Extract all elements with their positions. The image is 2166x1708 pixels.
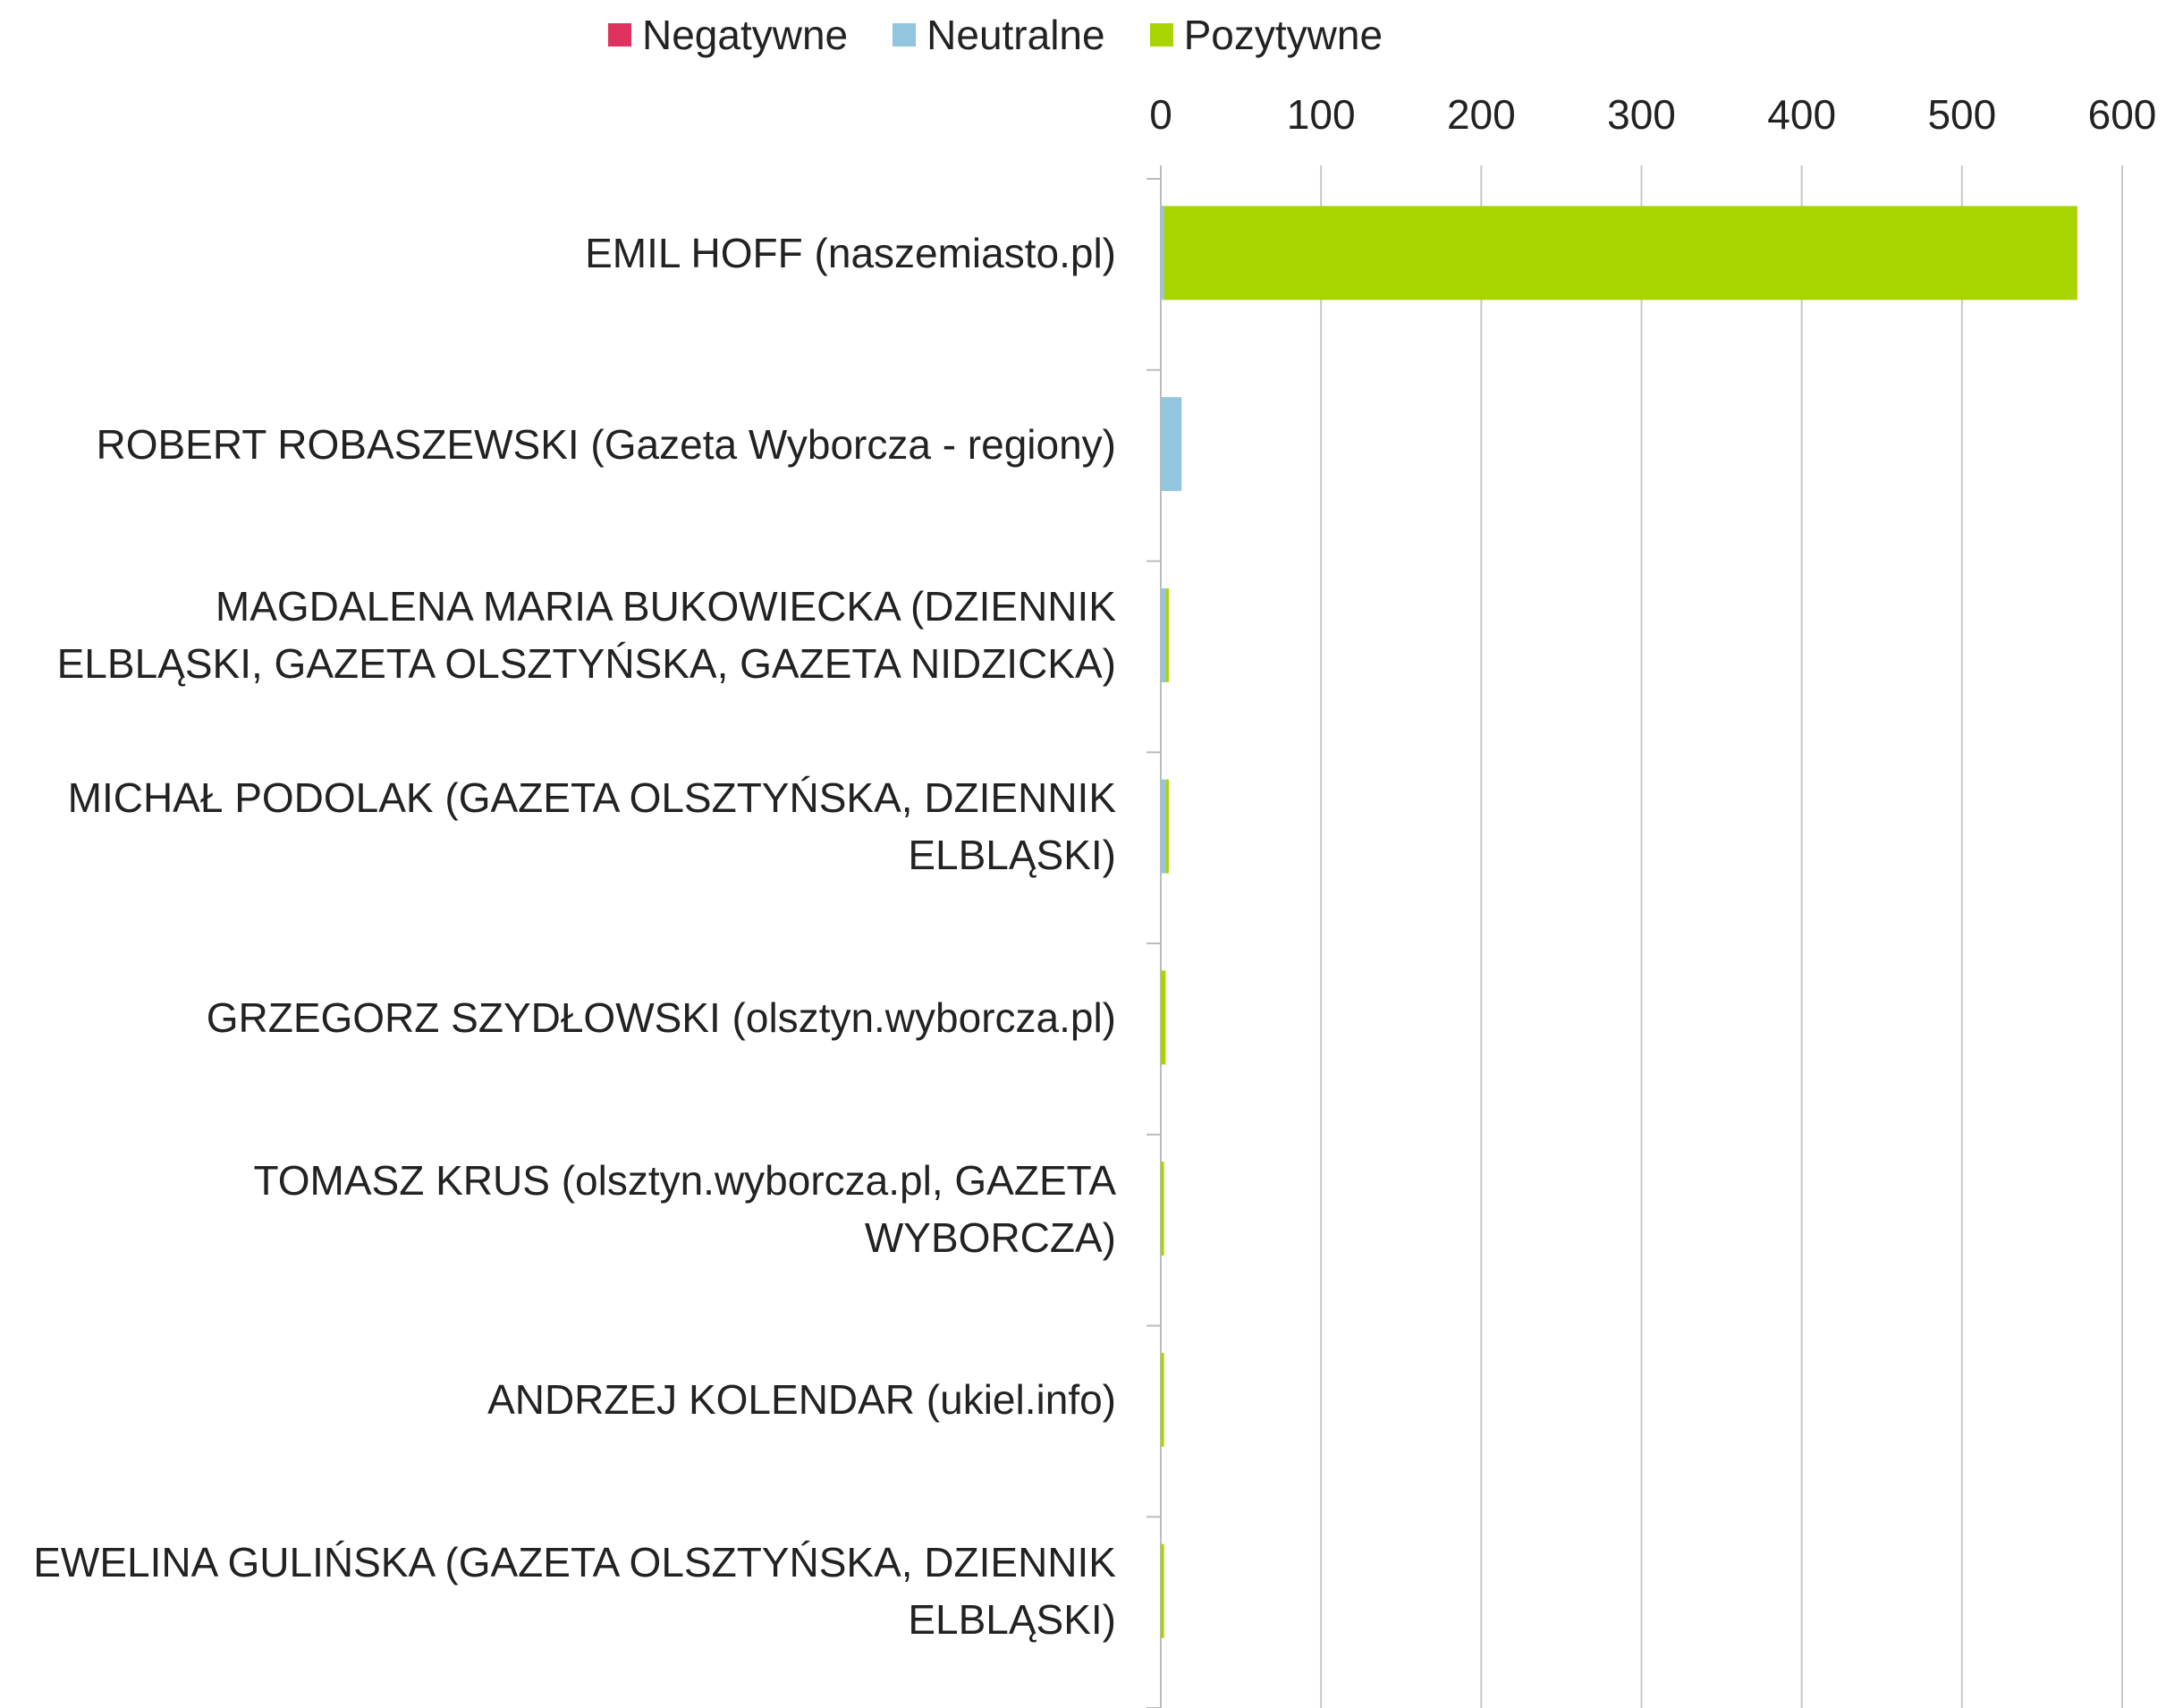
category-label: EWELINA GULIŃSKA (GAZETA OLSZTYŃSKA, DZI…	[33, 1539, 1116, 1644]
x-tick-label: 300	[1607, 91, 1676, 138]
category-label: ANDRZEJ KOLENDAR (ukiel.info)	[487, 1376, 1116, 1424]
legend-label: Pozytywne	[1183, 12, 1383, 58]
x-tick-label: 0	[1149, 91, 1172, 138]
bar-segment	[1163, 206, 2077, 300]
bar-segment	[1161, 588, 1166, 682]
category-label: GRZEGORZ SZYDŁOWSKI (olsztyn.wyborcza.pl…	[206, 994, 1116, 1041]
legend-item: Neutralne	[893, 11, 1105, 59]
category-label: ROBERT ROBASZEWSKI (Gazeta Wyborcza - re…	[96, 420, 1116, 468]
category-label: TOMASZ KRUS (olsztyn.wyborcza.pl, GAZETA…	[253, 1156, 1117, 1261]
legend-label: Neutralne	[926, 12, 1105, 58]
bar-segment	[1161, 1543, 1164, 1638]
category-label: MAGDALENA MARIA BUKOWIECKA (DZIENNIK ELB…	[56, 583, 1116, 688]
x-tick-label: 600	[2088, 91, 2157, 138]
x-tick-label: 200	[1447, 91, 1516, 138]
x-tick-label: 100	[1287, 91, 1356, 138]
legend-item: Negatywne	[608, 11, 848, 59]
legend: Negatywne Neutralne Pozytywne	[608, 11, 1383, 59]
legend-swatch	[1149, 23, 1173, 47]
x-tick-label: 500	[1927, 91, 1996, 138]
legend-label: Negatywne	[642, 12, 849, 58]
bar-segment	[1161, 970, 1166, 1065]
legend-swatch	[608, 23, 631, 47]
bar-segment	[1161, 1162, 1164, 1256]
x-tick-label: 400	[1767, 91, 1836, 138]
bar-segment	[1161, 779, 1166, 874]
category-label: EMIL HOFF (naszemiasto.pl)	[585, 229, 1116, 276]
bar-segment	[1165, 779, 1169, 874]
bar-segment	[1161, 206, 1164, 300]
bar-segment	[1161, 1352, 1164, 1447]
legend-swatch	[893, 23, 917, 47]
legend-item: Pozytywne	[1149, 11, 1383, 59]
category-label: MICHAŁ PODOLAK (GAZETA OLSZTYŃSKA, DZIEN…	[67, 774, 1116, 879]
bar-segment	[1165, 588, 1169, 682]
bar-segment	[1161, 397, 1182, 492]
